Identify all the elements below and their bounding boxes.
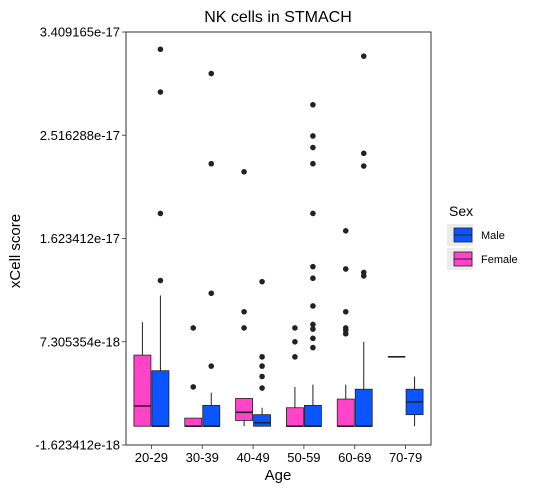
box [354, 388, 373, 427]
outlier-point [190, 384, 197, 390]
x-tick-label: 30-39 [186, 450, 219, 465]
outlier-point [310, 321, 316, 328]
outlier-point [360, 163, 367, 169]
outlier-point [157, 89, 164, 95]
outlier-point [310, 335, 316, 342]
outlier-point [208, 363, 215, 369]
outlier-point [259, 278, 265, 285]
box-male-60-69 [354, 53, 373, 428]
x-tick-label: 60-69 [338, 450, 371, 465]
outlier-point [310, 303, 316, 309]
box [304, 405, 322, 427]
outlier-point [310, 160, 316, 167]
outlier-point [342, 266, 349, 272]
y-axis-title: xCell score [7, 214, 24, 288]
outlier-point [360, 269, 367, 276]
outlier-point [310, 326, 316, 332]
outlier-point [292, 354, 298, 360]
outlier-point [360, 53, 367, 59]
outlier-point [241, 169, 247, 175]
series-female [133, 169, 406, 428]
y-tick-label: -1.623412e-18 [35, 438, 120, 453]
outlier-point [310, 344, 316, 351]
x-tick-label: 40-49 [236, 450, 269, 465]
outlier-point [360, 150, 367, 157]
outlier-point [342, 308, 349, 315]
legend-title: Sex [449, 203, 473, 219]
box [202, 405, 221, 427]
outlier-point [157, 210, 164, 217]
box [336, 398, 355, 427]
outlier-point [241, 325, 247, 331]
box-male-70-79 [405, 376, 424, 427]
outlier-point [259, 385, 265, 391]
x-tick-label: 50-59 [287, 450, 320, 465]
box [184, 417, 203, 427]
outlier-point [157, 277, 164, 284]
y-tick-label: 2.516288e-17 [40, 128, 120, 143]
x-axis: 20-29 30-39 40-49 50-59 60-69 70-79 [135, 445, 422, 465]
box [253, 414, 271, 427]
outlier-point [259, 363, 265, 369]
box-female-20-29 [133, 322, 152, 427]
outlier-point [292, 325, 298, 331]
x-tick-label: 70-79 [389, 450, 422, 465]
boxes-layer [133, 46, 424, 428]
box-male-30-39 [202, 70, 221, 428]
plot-panel [125, 31, 432, 446]
legend-label-female: Female [481, 254, 518, 266]
series-male [151, 46, 424, 428]
box-female-50-59 [286, 325, 304, 428]
box [286, 407, 304, 427]
box [151, 370, 170, 427]
x-tick-label: 20-29 [135, 450, 168, 465]
outlier-point [310, 275, 316, 282]
box-female-40-49 [235, 169, 253, 427]
outlier-point [157, 46, 164, 53]
outlier-point [241, 308, 247, 315]
x-axis-title: Age [265, 467, 292, 484]
box-female-30-39 [184, 325, 203, 428]
y-axis: -1.623412e-18 7.305354e-18 1.623412e-17 2.5… [35, 25, 126, 453]
box-male-50-59 [304, 101, 322, 428]
outlier-point [310, 101, 316, 108]
outlier-point [292, 339, 298, 345]
outlier-point [342, 227, 349, 234]
legend: Sex Male Female [447, 203, 518, 270]
box [235, 398, 253, 421]
legend-label-male: Male [481, 230, 505, 242]
outlier-point [310, 133, 316, 139]
box-male-20-29 [151, 46, 170, 428]
outlier-point [310, 144, 316, 151]
outlier-point [310, 263, 316, 270]
outlier-point [208, 70, 215, 77]
box-male-40-49 [253, 278, 271, 427]
y-tick-label: 7.305354e-18 [40, 334, 120, 349]
outlier-point [342, 325, 349, 331]
y-tick-label: 1.623412e-17 [40, 231, 120, 246]
outlier-point [208, 290, 215, 297]
chart-title: NK cells in STMACH [204, 9, 352, 26]
box [133, 354, 152, 427]
box-female-60-69 [336, 227, 355, 428]
y-tick-label: 3.409165e-17 [40, 25, 120, 40]
outlier-point [190, 325, 197, 331]
outlier-point [259, 354, 265, 360]
outlier-point [208, 160, 215, 167]
outlier-point [310, 210, 316, 217]
outlier-point [259, 373, 265, 380]
